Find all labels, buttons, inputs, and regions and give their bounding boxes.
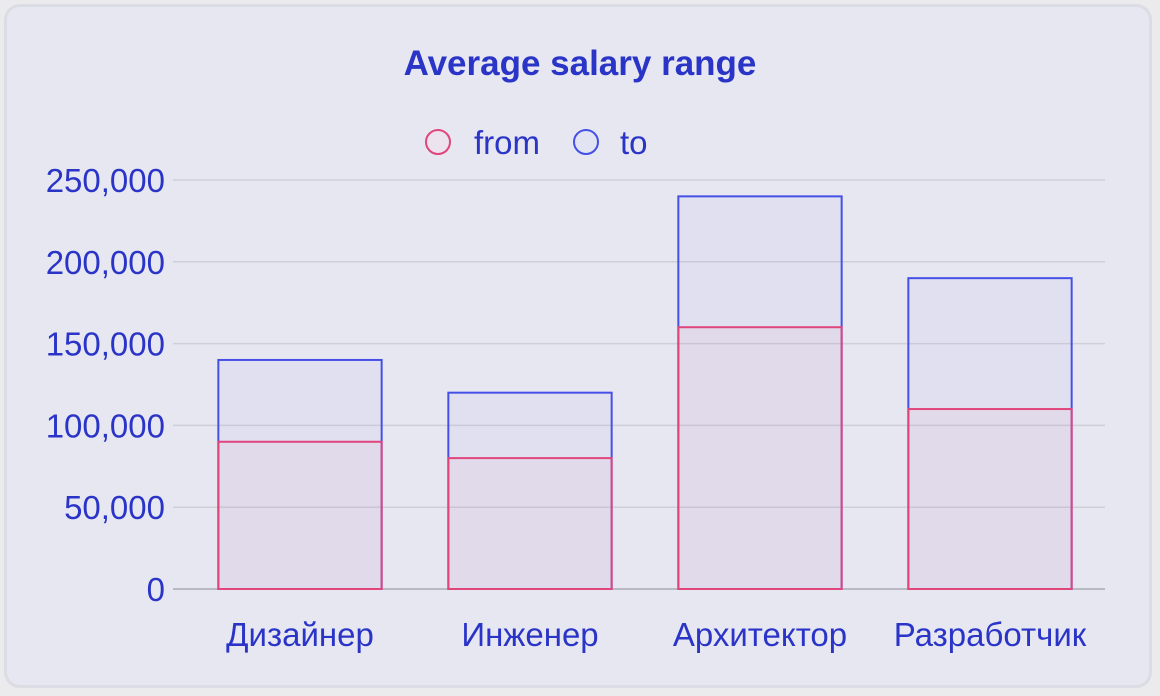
bars [217,195,1073,591]
bar-from-3[interactable] [907,408,1073,591]
y-tick-label: 0 [147,571,165,608]
bar-to-2[interactable] [677,195,843,591]
y-tick-label: 50,000 [64,489,165,526]
legend-label-from: from [474,124,540,161]
y-tick-label: 100,000 [46,407,165,444]
x-tick-label: Инженер [461,616,598,653]
bar-from-0[interactable] [217,440,383,591]
chart-title: Average salary range [404,44,757,83]
y-axis-ticks: 0 50,000 100,000 150,000 200,000 250,000 [46,162,165,608]
x-tick-label: Архитектор [673,616,847,653]
y-tick-label: 200,000 [46,244,165,281]
legend-item-from[interactable]: from [425,124,540,161]
y-tick-label: 150,000 [46,326,165,363]
x-tick-label: Разработчик [894,616,1087,653]
legend-item-to[interactable]: to [573,124,648,161]
bar-from-1[interactable] [447,457,613,590]
legend-label-to: to [620,124,648,161]
legend-marker-to [573,129,599,155]
bar-to-3[interactable] [907,277,1073,590]
x-tick-label: Дизайнер [226,616,374,653]
legend: from to [425,124,648,161]
chart-card [4,4,1152,688]
legend-marker-from [425,129,451,155]
bar-from-2[interactable] [677,326,843,590]
y-tick-label: 250,000 [46,162,165,199]
x-axis-ticks: Дизайнер Инженер Архитектор Разработчик [226,616,1087,653]
